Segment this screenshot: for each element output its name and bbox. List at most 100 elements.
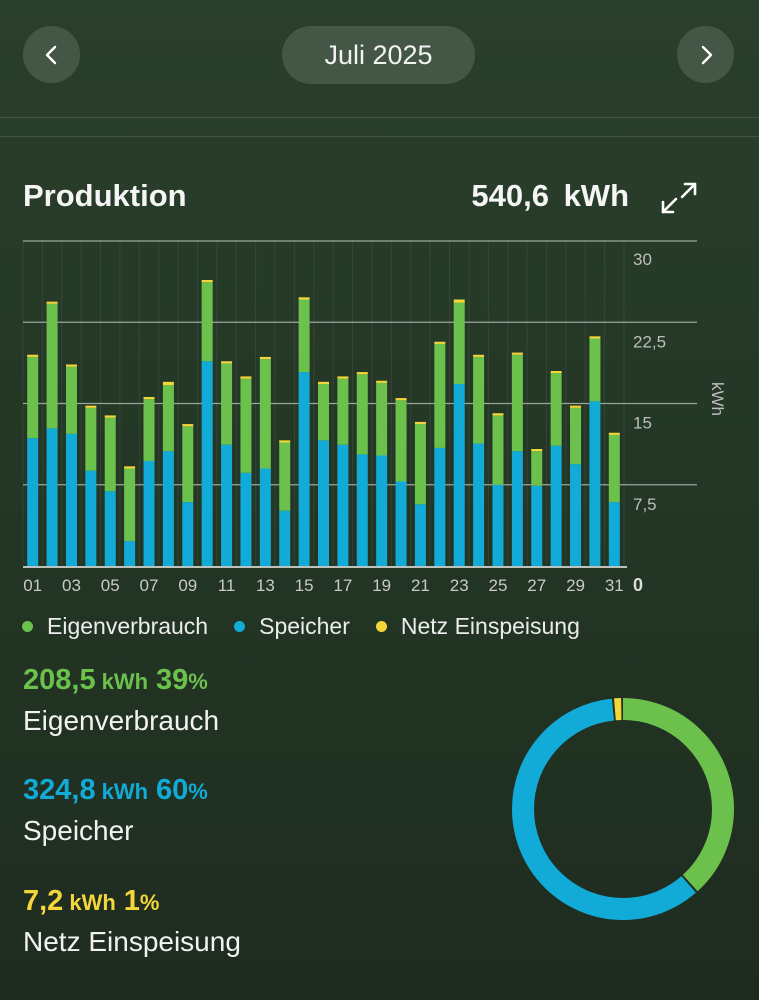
bar-speicher	[182, 502, 194, 566]
bar-speicher	[511, 451, 523, 566]
bar-speicher	[143, 460, 155, 566]
bar-eigenverbrauch	[414, 424, 426, 505]
bar-eigenverbrauch	[182, 426, 194, 503]
bar-speicher	[589, 401, 601, 566]
total-production: 540,6 kWh	[471, 178, 629, 213]
bar-netz	[124, 466, 136, 469]
bar-netz	[453, 299, 465, 303]
legend-item-eigenverbrauch: Eigenverbrauch	[22, 613, 208, 640]
bar-speicher	[531, 485, 543, 566]
bar-netz	[434, 341, 446, 344]
bar-netz	[298, 297, 310, 300]
bar-netz	[162, 381, 174, 386]
bar-eigenverbrauch	[279, 442, 291, 511]
bar-speicher	[492, 484, 504, 566]
stat-value: 208,5	[23, 664, 96, 696]
stat-label: Netz Einspeisung	[23, 926, 241, 957]
x-tick-label: 29	[566, 576, 585, 595]
bar-netz	[608, 432, 620, 435]
bar-netz	[104, 415, 116, 418]
y-tick-label: 7,5	[633, 495, 657, 514]
x-tick-label: 25	[489, 576, 508, 595]
expand-icon[interactable]	[660, 180, 698, 216]
bar-speicher	[85, 470, 97, 566]
previous-month-button[interactable]	[23, 26, 80, 83]
bar-netz	[259, 356, 271, 360]
bar-speicher	[473, 443, 485, 566]
x-tick-label: 07	[140, 576, 159, 595]
bar-eigenverbrauch	[356, 374, 368, 455]
bar-speicher	[356, 454, 368, 566]
y-tick-label: 22,5	[633, 332, 666, 351]
bar-speicher	[376, 455, 388, 566]
stat-percent: 60	[156, 774, 189, 806]
bar-eigenverbrauch	[298, 299, 310, 373]
bar-eigenverbrauch	[201, 282, 213, 362]
stat-unit: kWh	[101, 779, 149, 804]
x-tick-label: 09	[178, 576, 197, 595]
bar-netz	[221, 361, 233, 364]
bar-speicher	[318, 440, 329, 566]
stat-percent-sign: %	[188, 669, 208, 694]
bar-netz	[511, 352, 523, 355]
bar-eigenverbrauch	[318, 384, 329, 441]
bar-eigenverbrauch	[395, 400, 407, 482]
chevron-right-icon	[701, 45, 712, 64]
legend-item-netz: Netz Einspeisung	[375, 613, 580, 640]
bar-speicher	[279, 510, 291, 566]
bar-netz	[570, 405, 582, 408]
bar-eigenverbrauch	[162, 385, 174, 452]
stat-unit: kWh	[101, 669, 149, 694]
bar-speicher	[608, 502, 620, 566]
bar-speicher	[221, 444, 233, 566]
bar-eigenverbrauch	[65, 366, 77, 434]
bar-netz	[550, 371, 562, 374]
month-selector[interactable]: Juli 2025	[282, 26, 475, 84]
bar-netz	[376, 380, 388, 383]
bar-netz	[65, 364, 77, 367]
y-tick-label: 15	[633, 414, 652, 433]
stat-percent: 1	[123, 885, 140, 917]
bar-netz	[395, 398, 407, 401]
bar-netz	[337, 376, 349, 379]
bar-eigenverbrauch	[531, 451, 543, 486]
bar-netz	[531, 449, 543, 452]
stat-percent: 39	[156, 664, 189, 696]
x-tick-label: 15	[295, 576, 314, 595]
x-tick-label: 31	[605, 576, 624, 595]
stat-percent-sign: %	[188, 779, 208, 804]
bar-speicher	[434, 447, 446, 566]
x-tick-label: 01	[23, 576, 42, 595]
legend-dot	[22, 621, 33, 632]
bar-eigenverbrauch	[589, 338, 601, 402]
stat-value: 324,8	[23, 774, 96, 806]
bar-eigenverbrauch	[27, 356, 39, 439]
bar-netz	[182, 424, 194, 427]
bar-eigenverbrauch	[104, 417, 116, 492]
bar-speicher	[337, 444, 349, 566]
y-tick-label: 0	[633, 575, 643, 595]
y-axis-label: kWh	[708, 382, 727, 416]
bar-eigenverbrauch	[570, 407, 582, 465]
bar-eigenverbrauch	[453, 302, 465, 384]
bar-speicher	[453, 384, 465, 566]
legend-label: Speicher	[259, 613, 350, 639]
bar-speicher	[162, 451, 174, 566]
x-tick-label: 17	[333, 576, 352, 595]
bar-netz	[414, 421, 426, 425]
bar-speicher	[298, 372, 310, 566]
bar-eigenverbrauch	[434, 343, 446, 448]
x-tick-label: 13	[256, 576, 275, 595]
chart-legend: Eigenverbrauch Speicher Netz Einspeisung	[22, 613, 606, 640]
bar-speicher	[395, 481, 407, 566]
next-month-button[interactable]	[677, 26, 734, 83]
bar-speicher	[124, 541, 136, 566]
bar-netz	[279, 440, 291, 443]
bar-netz	[589, 336, 601, 339]
divider	[0, 136, 759, 137]
legend-dot	[375, 621, 387, 632]
stat-netz-einspeisung: 7,2 kWh 1% Netz Einspeisung	[23, 885, 241, 958]
bar-eigenverbrauch	[143, 399, 155, 461]
bar-netz	[46, 301, 58, 304]
donut-slice-eigenverbrauch	[512, 698, 734, 920]
